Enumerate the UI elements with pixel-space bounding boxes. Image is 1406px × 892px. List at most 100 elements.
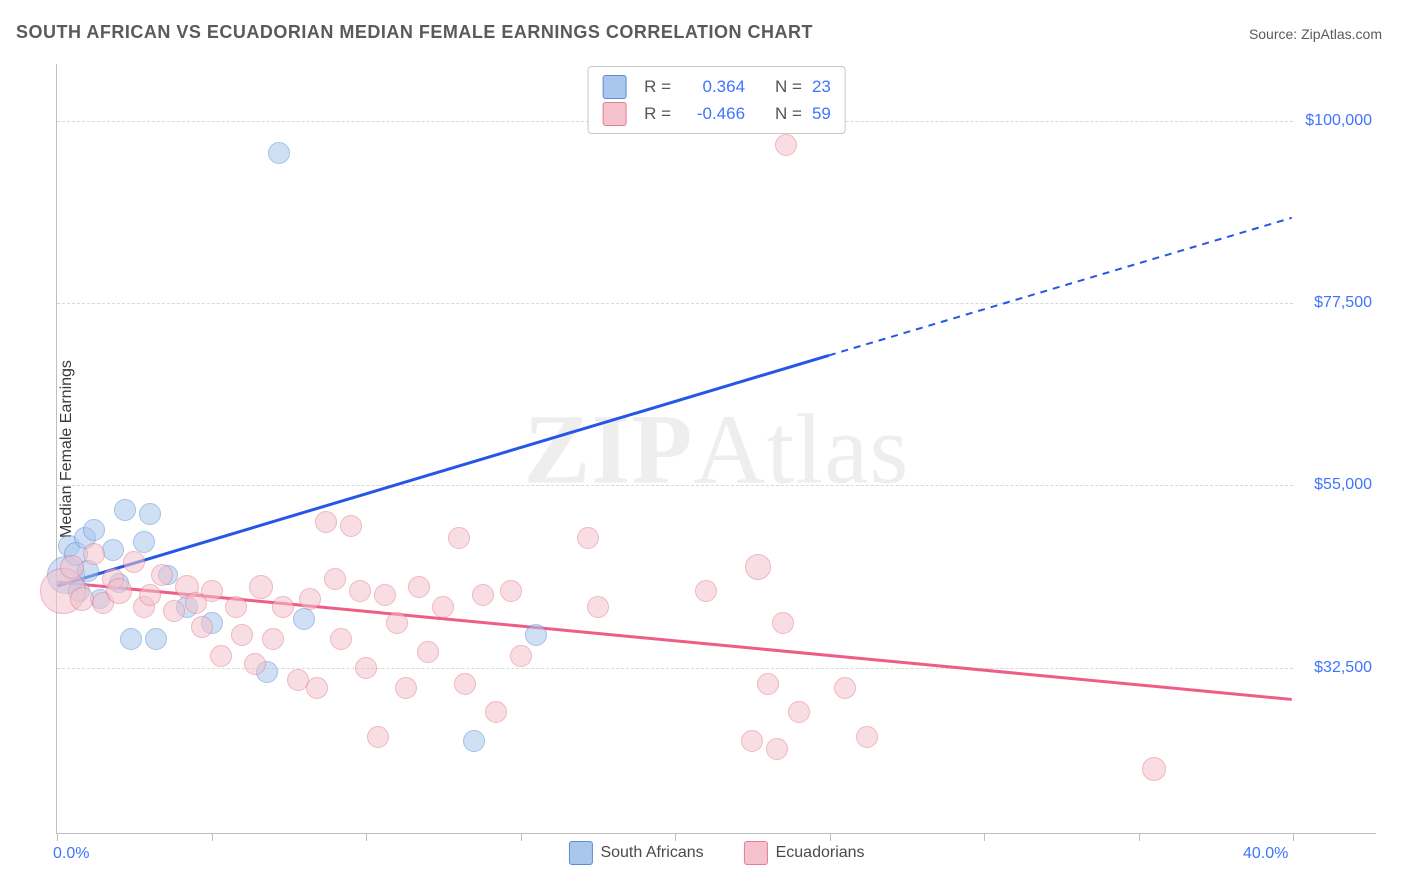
scatter-point-ec: [577, 527, 599, 549]
scatter-point-ec: [856, 726, 878, 748]
legend-r-value: -0.466: [681, 100, 745, 127]
scatter-point-ec: [772, 612, 794, 634]
scatter-point-sa: [83, 519, 105, 541]
series-legend-item: South Africans: [568, 841, 703, 865]
scatter-point-ec: [299, 588, 321, 610]
scatter-point-ec: [225, 596, 247, 618]
scatter-point-ec: [367, 726, 389, 748]
scatter-point-ec: [201, 580, 223, 602]
legend-n-value: 59: [812, 100, 831, 127]
legend-correlation-row: R = -0.466 N = 59: [602, 100, 831, 127]
legend-swatch: [602, 102, 626, 126]
scatter-point-ec: [231, 624, 253, 646]
scatter-point-sa: [145, 628, 167, 650]
scatter-point-ec: [374, 584, 396, 606]
scatter-point-ec: [472, 584, 494, 606]
watermark-atlas: Atlas: [693, 393, 909, 504]
scatter-point-sa: [114, 499, 136, 521]
watermark-zip: ZIP: [524, 393, 694, 504]
scatter-point-ec: [306, 677, 328, 699]
scatter-point-ec: [349, 580, 371, 602]
scatter-point-ec: [386, 612, 408, 634]
scatter-point-ec: [500, 580, 522, 602]
trend-lines-layer: [57, 64, 1376, 833]
scatter-point-ec: [315, 511, 337, 533]
scatter-point-sa: [102, 539, 124, 561]
scatter-point-ec: [408, 576, 430, 598]
scatter-point-ec: [340, 515, 362, 537]
scatter-point-ec: [83, 543, 105, 565]
x-tick-label: 40.0%: [1243, 845, 1288, 863]
grid-line: [57, 668, 1293, 669]
trend-line-sa-dashed: [829, 218, 1292, 356]
grid-line: [57, 303, 1293, 304]
x-tick: [830, 833, 831, 841]
scatter-point-ec: [834, 677, 856, 699]
scatter-point-ec: [454, 673, 476, 695]
series-legend-label: South Africans: [600, 844, 703, 861]
y-tick-label: $55,000: [1314, 476, 1372, 494]
scatter-plot-area: Median Female Earnings ZIPAtlas R = 0.364…: [56, 64, 1376, 834]
legend-r-label: R =: [644, 100, 671, 127]
scatter-point-sa: [133, 531, 155, 553]
scatter-point-ec: [151, 564, 173, 586]
scatter-point-sa: [463, 730, 485, 752]
scatter-point-ec: [163, 600, 185, 622]
scatter-point-ec: [395, 677, 417, 699]
scatter-point-ec: [244, 653, 266, 675]
legend-r-value: 0.364: [681, 73, 745, 100]
scatter-point-ec: [324, 568, 346, 590]
legend-n-label: N =: [775, 100, 802, 127]
scatter-point-ec: [417, 641, 439, 663]
x-tick: [521, 833, 522, 841]
scatter-point-ec: [745, 554, 771, 580]
y-tick-label: $32,500: [1314, 659, 1372, 677]
x-tick: [366, 833, 367, 841]
scatter-point-ec: [262, 628, 284, 650]
scatter-point-ec: [106, 578, 132, 604]
scatter-point-ec: [766, 738, 788, 760]
legend-swatch: [568, 841, 592, 865]
scatter-point-ec: [432, 596, 454, 618]
scatter-point-ec: [70, 587, 94, 611]
scatter-point-sa: [525, 624, 547, 646]
scatter-point-ec: [448, 527, 470, 549]
scatter-point-sa: [293, 608, 315, 630]
scatter-point-ec: [485, 701, 507, 723]
scatter-point-ec: [1142, 757, 1166, 781]
legend-n-value: 23: [812, 73, 831, 100]
y-axis-label: Median Female Earnings: [58, 360, 76, 538]
legend-correlation-row: R =0.364N =23: [602, 73, 831, 100]
x-tick: [984, 833, 985, 841]
grid-line: [57, 485, 1293, 486]
x-tick: [57, 833, 58, 841]
scatter-point-ec: [695, 580, 717, 602]
scatter-point-ec: [757, 673, 779, 695]
chart-source: Source: ZipAtlas.com: [1249, 26, 1382, 42]
x-tick: [1293, 833, 1294, 841]
x-tick-label: 0.0%: [53, 845, 89, 863]
legend-r-label: R =: [644, 73, 671, 100]
chart-title: SOUTH AFRICAN VS ECUADORIAN MEDIAN FEMAL…: [16, 22, 813, 43]
scatter-point-ec: [510, 645, 532, 667]
scatter-point-ec: [139, 584, 161, 606]
y-tick-label: $77,500: [1314, 294, 1372, 312]
y-tick-label: $100,000: [1305, 112, 1372, 130]
watermark: ZIPAtlas: [524, 391, 910, 506]
scatter-point-ec: [123, 551, 145, 573]
scatter-point-sa: [268, 142, 290, 164]
scatter-point-ec: [587, 596, 609, 618]
scatter-point-sa: [139, 503, 161, 525]
scatter-point-ec: [741, 730, 763, 752]
trend-line-sa: [57, 355, 828, 586]
scatter-point-ec: [272, 596, 294, 618]
legend-swatch: [744, 841, 768, 865]
x-tick: [212, 833, 213, 841]
series-legend-item: Ecuadorians: [744, 841, 865, 865]
scatter-point-ec: [355, 657, 377, 679]
scatter-point-ec: [775, 134, 797, 156]
scatter-point-ec: [249, 575, 273, 599]
scatter-point-ec: [330, 628, 352, 650]
scatter-point-ec: [191, 616, 213, 638]
correlation-legend: R = 0.364 N = 23R = -0.466 N = 59: [587, 66, 846, 134]
